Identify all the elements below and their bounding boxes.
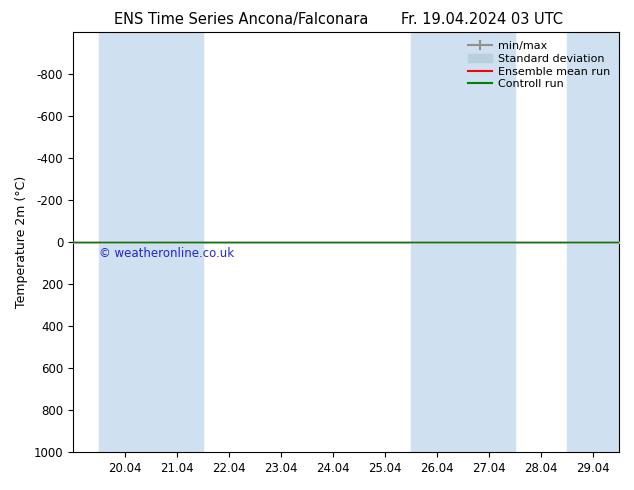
Text: © weatheronline.co.uk: © weatheronline.co.uk: [99, 247, 234, 261]
Bar: [567, 32, 619, 452]
Legend: min/max, Standard deviation, Ensemble mean run, Controll run: min/max, Standard deviation, Ensemble me…: [463, 37, 614, 94]
Bar: [99, 32, 203, 452]
Bar: [411, 32, 515, 452]
Text: ENS Time Series Ancona/Falconara: ENS Time Series Ancona/Falconara: [113, 12, 368, 27]
Y-axis label: Temperature 2m (°C): Temperature 2m (°C): [15, 176, 28, 308]
Text: Fr. 19.04.2024 03 UTC: Fr. 19.04.2024 03 UTC: [401, 12, 563, 27]
